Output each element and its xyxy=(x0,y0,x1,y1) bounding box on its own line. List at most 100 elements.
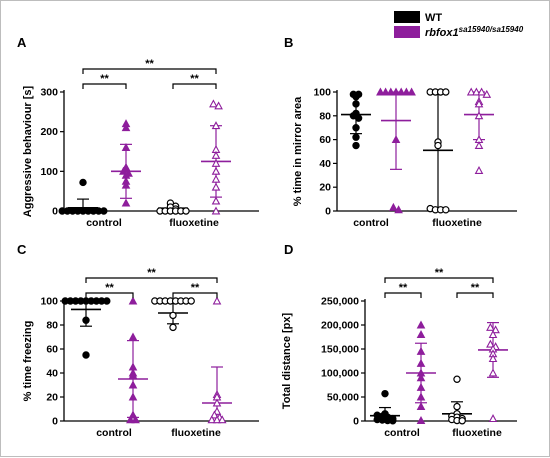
x-tick-label-control: control xyxy=(86,217,122,229)
data-point xyxy=(381,389,389,398)
y-tick-label: 100,000 xyxy=(321,368,359,380)
y-tick-label: 20 xyxy=(46,392,58,404)
significance-bracket: ** xyxy=(82,58,217,74)
significance-bracket: ** xyxy=(85,282,134,298)
significance-label: ** xyxy=(190,73,199,85)
panel-a: A 0 100 200 300 Aggressive behaviour [s] contr… xyxy=(17,35,259,229)
series-wt-fluoxetine xyxy=(156,199,190,215)
y-tick-label: 100 xyxy=(40,166,58,178)
data-point xyxy=(416,415,426,424)
data-point xyxy=(488,354,498,363)
series-wt-fluoxetine xyxy=(442,375,472,425)
data-point xyxy=(453,375,461,383)
significance-bracket: ** xyxy=(384,267,494,283)
panel-letter: C xyxy=(17,242,27,257)
data-point xyxy=(131,415,140,424)
series-wt-control xyxy=(370,389,400,425)
data-point xyxy=(211,121,221,130)
significance-label: ** xyxy=(399,282,408,294)
y-tick-label: 200,000 xyxy=(321,320,359,332)
data-point xyxy=(416,392,426,401)
data-point xyxy=(207,415,217,424)
data-point xyxy=(211,166,221,175)
data-point xyxy=(389,417,397,425)
significance-label: ** xyxy=(191,282,200,294)
y-tick-label: 0 xyxy=(52,416,58,428)
data-point xyxy=(128,392,138,401)
data-point xyxy=(211,206,221,215)
data-point xyxy=(121,142,131,151)
panel-d: D 0 50,000 100,000 150,000 200,000 250,000 Tota… xyxy=(281,242,517,439)
series-rbfox1-control xyxy=(111,119,141,207)
data-point xyxy=(491,325,500,334)
series-wt-fluoxetine xyxy=(423,88,453,214)
data-point xyxy=(352,100,360,108)
series-wt-control xyxy=(341,90,371,150)
y-tick-label: 200 xyxy=(40,126,58,138)
legend-swatch-wt xyxy=(394,11,420,23)
data-point xyxy=(394,205,403,214)
significance-label: ** xyxy=(145,58,154,70)
data-point xyxy=(407,87,416,96)
data-point xyxy=(486,322,495,331)
series-wt-control xyxy=(61,297,111,359)
y-axis-label: % time freezing xyxy=(22,321,34,402)
panel-letter: A xyxy=(17,35,27,50)
data-point xyxy=(416,330,426,339)
data-point xyxy=(128,296,138,305)
data-point xyxy=(121,180,131,189)
x-tick-label-control: control xyxy=(353,217,389,229)
data-point xyxy=(103,297,111,305)
series-wt-control xyxy=(58,178,108,215)
data-point xyxy=(211,174,221,183)
data-point xyxy=(416,373,426,382)
data-point xyxy=(352,93,360,101)
data-point xyxy=(214,101,223,110)
data-point xyxy=(128,370,138,379)
bracket-line xyxy=(384,277,494,283)
legend-label-wt: WT xyxy=(425,12,442,24)
data-point xyxy=(416,320,426,329)
y-tick-label: 0 xyxy=(325,206,331,218)
data-point xyxy=(488,330,498,339)
significance-label: ** xyxy=(147,267,156,279)
y-tick-label: 50,000 xyxy=(327,392,359,404)
significance-label: ** xyxy=(105,282,114,294)
data-point xyxy=(209,99,218,108)
x-tick-label-fluoxetine: fluoxetine xyxy=(169,217,219,229)
significance-bracket: ** xyxy=(384,282,422,298)
data-point xyxy=(486,339,495,348)
y-tick-label: 150,000 xyxy=(321,344,359,356)
data-point xyxy=(442,88,450,96)
data-point xyxy=(169,323,177,332)
data-point xyxy=(402,87,411,96)
y-tick-label: 40 xyxy=(319,158,331,170)
data-point xyxy=(169,311,177,320)
y-axis-label: Aggressive behaviour [s] xyxy=(22,85,34,217)
data-point xyxy=(121,123,131,132)
significance-label: ** xyxy=(471,282,480,294)
data-point xyxy=(474,140,484,149)
data-point xyxy=(474,99,484,108)
data-point xyxy=(472,87,481,96)
data-point xyxy=(391,135,401,144)
data-point xyxy=(416,358,426,367)
y-tick-label: 250,000 xyxy=(321,296,359,308)
data-point xyxy=(212,296,222,305)
data-point xyxy=(211,150,221,159)
data-point xyxy=(391,87,401,96)
data-point xyxy=(488,414,498,423)
data-point xyxy=(488,368,498,377)
data-point xyxy=(182,207,190,215)
data-point xyxy=(453,402,461,411)
data-point xyxy=(126,415,135,424)
series-rbfox1-fluoxetine xyxy=(464,87,494,174)
data-point xyxy=(82,351,90,359)
y-tick-label: 60 xyxy=(46,344,58,356)
data-point xyxy=(416,382,426,391)
panel-b: B 0 20 40 60 80 100 % time in mirror area contro… xyxy=(284,35,517,229)
data-point xyxy=(396,87,406,96)
y-tick-label: 80 xyxy=(319,110,331,122)
